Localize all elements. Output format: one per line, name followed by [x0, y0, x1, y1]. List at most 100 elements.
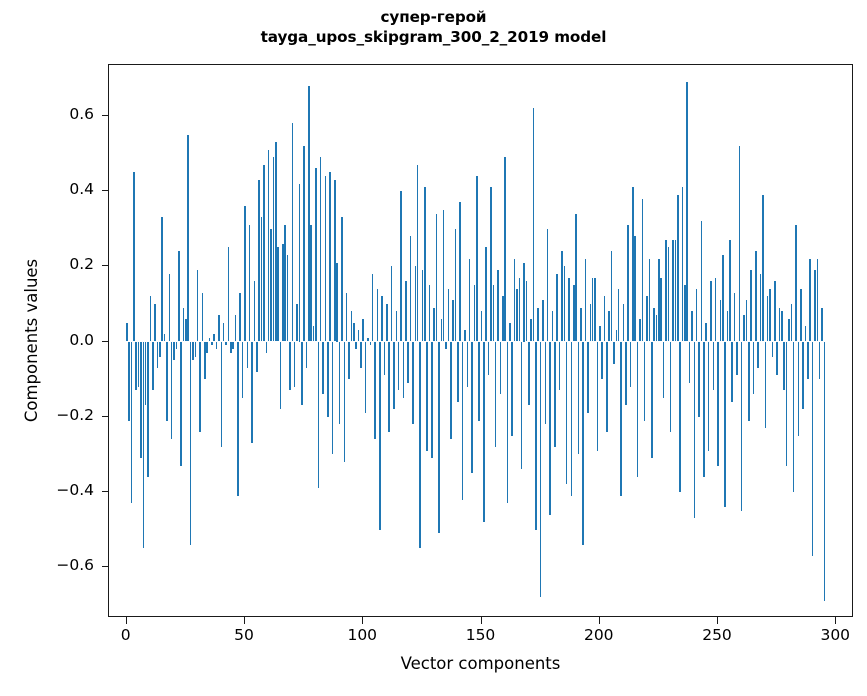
bar — [483, 341, 485, 523]
bar — [480, 311, 483, 342]
bar — [511, 341, 514, 436]
bar — [343, 341, 346, 462]
bar — [651, 341, 653, 459]
bar — [492, 285, 495, 342]
x-tick-label: 0 — [120, 626, 131, 644]
bar — [350, 311, 353, 342]
bar — [308, 85, 310, 342]
x-tick-label: 250 — [702, 626, 732, 644]
bar — [125, 322, 128, 342]
bar — [336, 262, 338, 342]
bar — [232, 341, 234, 350]
bar — [641, 198, 644, 342]
bar — [818, 341, 821, 380]
bar — [454, 228, 457, 342]
bar — [445, 341, 447, 350]
bar — [248, 224, 251, 342]
y-tick-mark — [101, 114, 108, 116]
y-tick-mark — [101, 490, 108, 492]
y-tick-label: 0.6 — [69, 104, 94, 123]
bar — [570, 341, 573, 496]
bar — [447, 288, 450, 342]
bar — [300, 341, 303, 406]
y-tick-label: −0.4 — [56, 480, 94, 499]
bar — [435, 213, 438, 342]
bar — [386, 303, 388, 342]
bar — [520, 341, 523, 470]
bar — [528, 341, 530, 406]
bar — [681, 187, 684, 342]
bar — [587, 341, 589, 413]
bar — [620, 341, 622, 496]
bar — [509, 322, 511, 342]
bar — [783, 341, 785, 391]
bar — [241, 341, 244, 398]
bar — [726, 311, 729, 342]
x-tick-mark — [835, 617, 837, 624]
bar — [423, 187, 426, 342]
bar — [556, 273, 558, 342]
y-tick-label: −0.6 — [56, 556, 94, 575]
bar — [461, 341, 464, 500]
bar — [168, 273, 171, 342]
bar — [606, 341, 608, 432]
bar — [322, 341, 324, 395]
bar — [738, 145, 741, 342]
bar — [213, 333, 216, 342]
y-tick-label: 0.2 — [69, 255, 94, 274]
bar — [251, 341, 253, 444]
chart-title-line-1: супер-герой — [380, 8, 487, 26]
bar — [293, 341, 296, 387]
bar — [196, 270, 199, 342]
bar — [159, 341, 161, 357]
bar — [192, 341, 194, 361]
bar — [407, 341, 409, 383]
bar — [757, 341, 759, 368]
y-tick-mark — [101, 566, 108, 568]
bar — [731, 341, 733, 402]
bar — [660, 277, 663, 342]
bar — [289, 341, 291, 391]
bar — [648, 258, 651, 342]
bar — [471, 341, 473, 474]
bar — [686, 81, 689, 342]
bar — [305, 341, 308, 368]
bar — [733, 292, 736, 342]
bar — [693, 341, 696, 519]
bar — [388, 341, 391, 432]
bar — [182, 307, 185, 342]
bar — [379, 341, 381, 530]
bar — [707, 341, 710, 451]
bar — [473, 285, 476, 342]
bar — [166, 341, 168, 421]
bar — [724, 341, 726, 508]
bar — [154, 303, 156, 342]
bar — [518, 277, 521, 342]
bar — [601, 341, 603, 380]
bar — [360, 341, 362, 368]
bar — [807, 341, 809, 380]
chart-title-line-2: tayga_upos_skipgram_300_2_2019 model — [260, 27, 607, 46]
bar — [598, 326, 601, 342]
bar — [274, 142, 277, 342]
bar — [468, 258, 471, 342]
plot-axes — [108, 64, 853, 617]
bar — [653, 307, 655, 342]
y-tick-mark — [101, 415, 108, 417]
bar — [194, 341, 197, 357]
bar — [525, 281, 528, 342]
x-tick-mark — [362, 617, 364, 624]
y-tick-label: 0.0 — [69, 330, 94, 349]
bar — [189, 341, 192, 545]
bar — [658, 258, 660, 342]
bar — [390, 266, 393, 342]
bar — [502, 296, 504, 342]
bar — [490, 187, 492, 342]
bar — [137, 341, 140, 387]
bar — [185, 318, 187, 342]
bar — [698, 341, 700, 417]
bar — [331, 341, 334, 455]
bar — [752, 341, 755, 395]
bar — [643, 341, 646, 421]
